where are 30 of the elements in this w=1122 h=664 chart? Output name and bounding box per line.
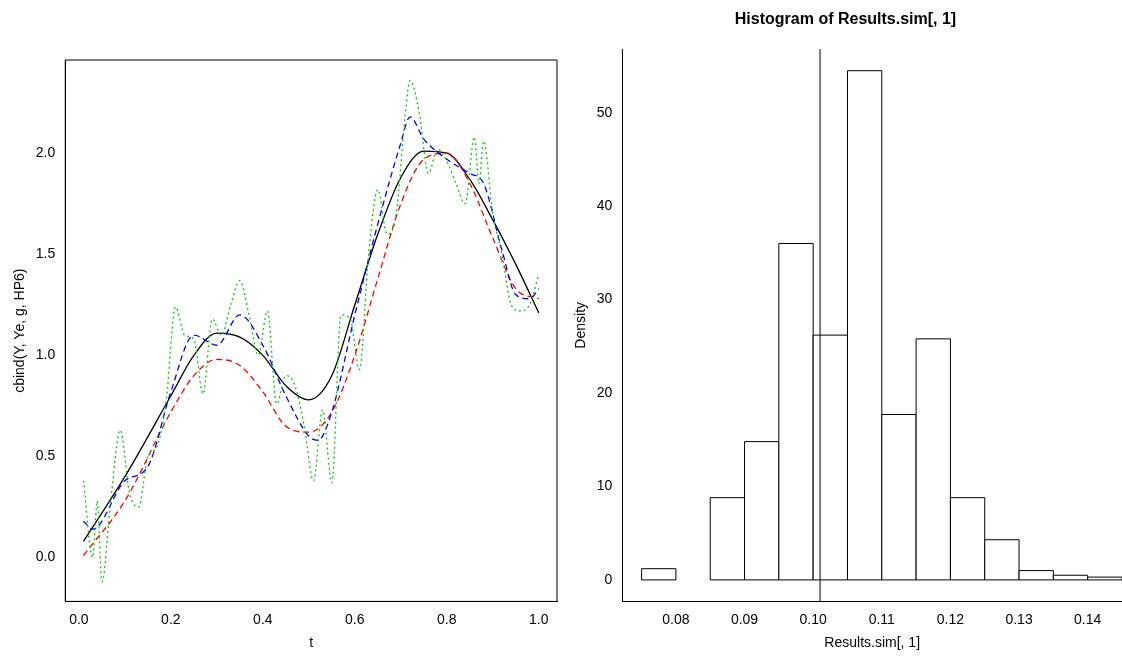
x-tick-label: 0.11	[868, 610, 896, 627]
x-tick-label: 0.14	[1074, 610, 1102, 627]
x-axis-title: Results.sim[, 1]	[824, 634, 921, 651]
y-axis-title: Density	[572, 301, 589, 349]
y-tick-label: 0.0	[35, 548, 56, 565]
y-tick-label: 1.0	[35, 346, 56, 363]
x-axis-title: t	[309, 634, 314, 651]
y-tick-label: 30	[596, 290, 613, 307]
line-series	[82, 79, 540, 583]
y-axis-title: cbind(Y, Ye, g, HP6)	[11, 268, 28, 393]
y-tick-label: 0.5	[35, 447, 56, 464]
x-tick-label: 0.10	[799, 610, 827, 627]
x-tick-label: 0.12	[936, 610, 965, 627]
x-tick-label: 0.0	[69, 610, 89, 627]
y-tick-label: 20	[596, 383, 613, 400]
x-tick-label: 1.0	[529, 610, 549, 627]
y-tick-label: 0	[604, 570, 613, 587]
x-tick-label: 0.4	[253, 610, 273, 627]
x-tick-label: 0.8	[437, 610, 457, 627]
chart-title: Histogram of Results.sim[, 1]	[734, 10, 957, 28]
y-tick-label: 2.0	[35, 144, 56, 161]
y-tick-label: 1.5	[35, 245, 56, 262]
y-tick-label: 40	[596, 197, 613, 214]
y-tick-label: 10	[596, 477, 613, 494]
x-tick-label: 0.09	[730, 610, 759, 627]
y-tick-label: 50	[596, 103, 613, 120]
x-tick-label: 0.6	[345, 610, 365, 627]
x-tick-label: 0.08	[662, 610, 690, 627]
x-tick-label: 0.2	[161, 610, 181, 627]
x-tick-label: 0.13	[1005, 610, 1033, 627]
